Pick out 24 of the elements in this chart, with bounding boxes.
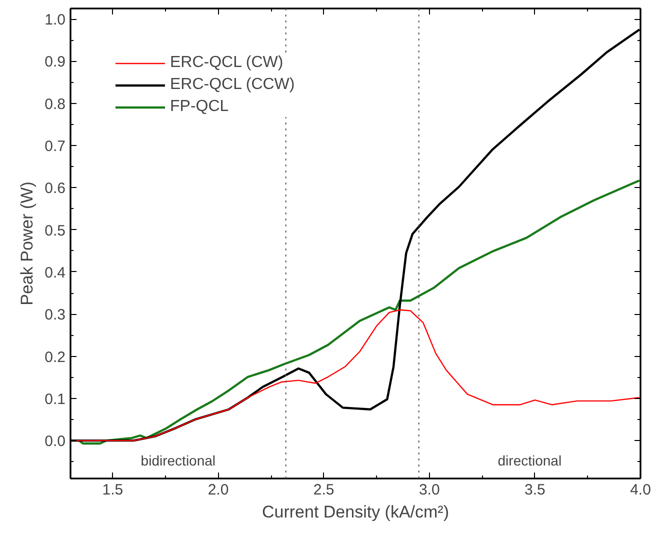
annotation: directional <box>498 452 562 468</box>
legend-label: ERC-QCL (CCW) <box>170 76 295 94</box>
y-tick-label: 0.9 <box>44 54 66 71</box>
y-tick-label: 0.6 <box>44 180 66 198</box>
x-tick-label: 4.0 <box>630 482 651 498</box>
y-tick-label: 0.4 <box>44 264 66 282</box>
legend-label: ERC-QCL (CW) <box>170 54 284 72</box>
x-tick-label: 1.5 <box>102 482 124 498</box>
x-tick-label: 3.0 <box>418 482 440 498</box>
x-axis-title: Current Density (kA/cm²) <box>262 502 450 522</box>
y-tick-label: 0.1 <box>44 390 66 408</box>
y-tick-label: 0.2 <box>44 348 66 366</box>
y-tick-label: 1.0 <box>44 12 66 29</box>
y-tick-label: 0.3 <box>44 306 66 324</box>
y-tick-label: 0.5 <box>44 222 66 240</box>
y-tick-label: 0.7 <box>44 138 66 155</box>
x-tick-label: 2.0 <box>208 482 229 498</box>
legend-label: FP-QCL <box>170 98 229 116</box>
y-tick-label: 0.0 <box>44 433 66 450</box>
y-axis-title: Peak Power (W) <box>18 182 37 306</box>
annotation: bidirectional <box>140 452 216 468</box>
x-tick-label: 3.5 <box>524 482 546 498</box>
y-tick-label: 0.8 <box>44 96 66 113</box>
x-tick-label: 2.5 <box>313 482 334 498</box>
